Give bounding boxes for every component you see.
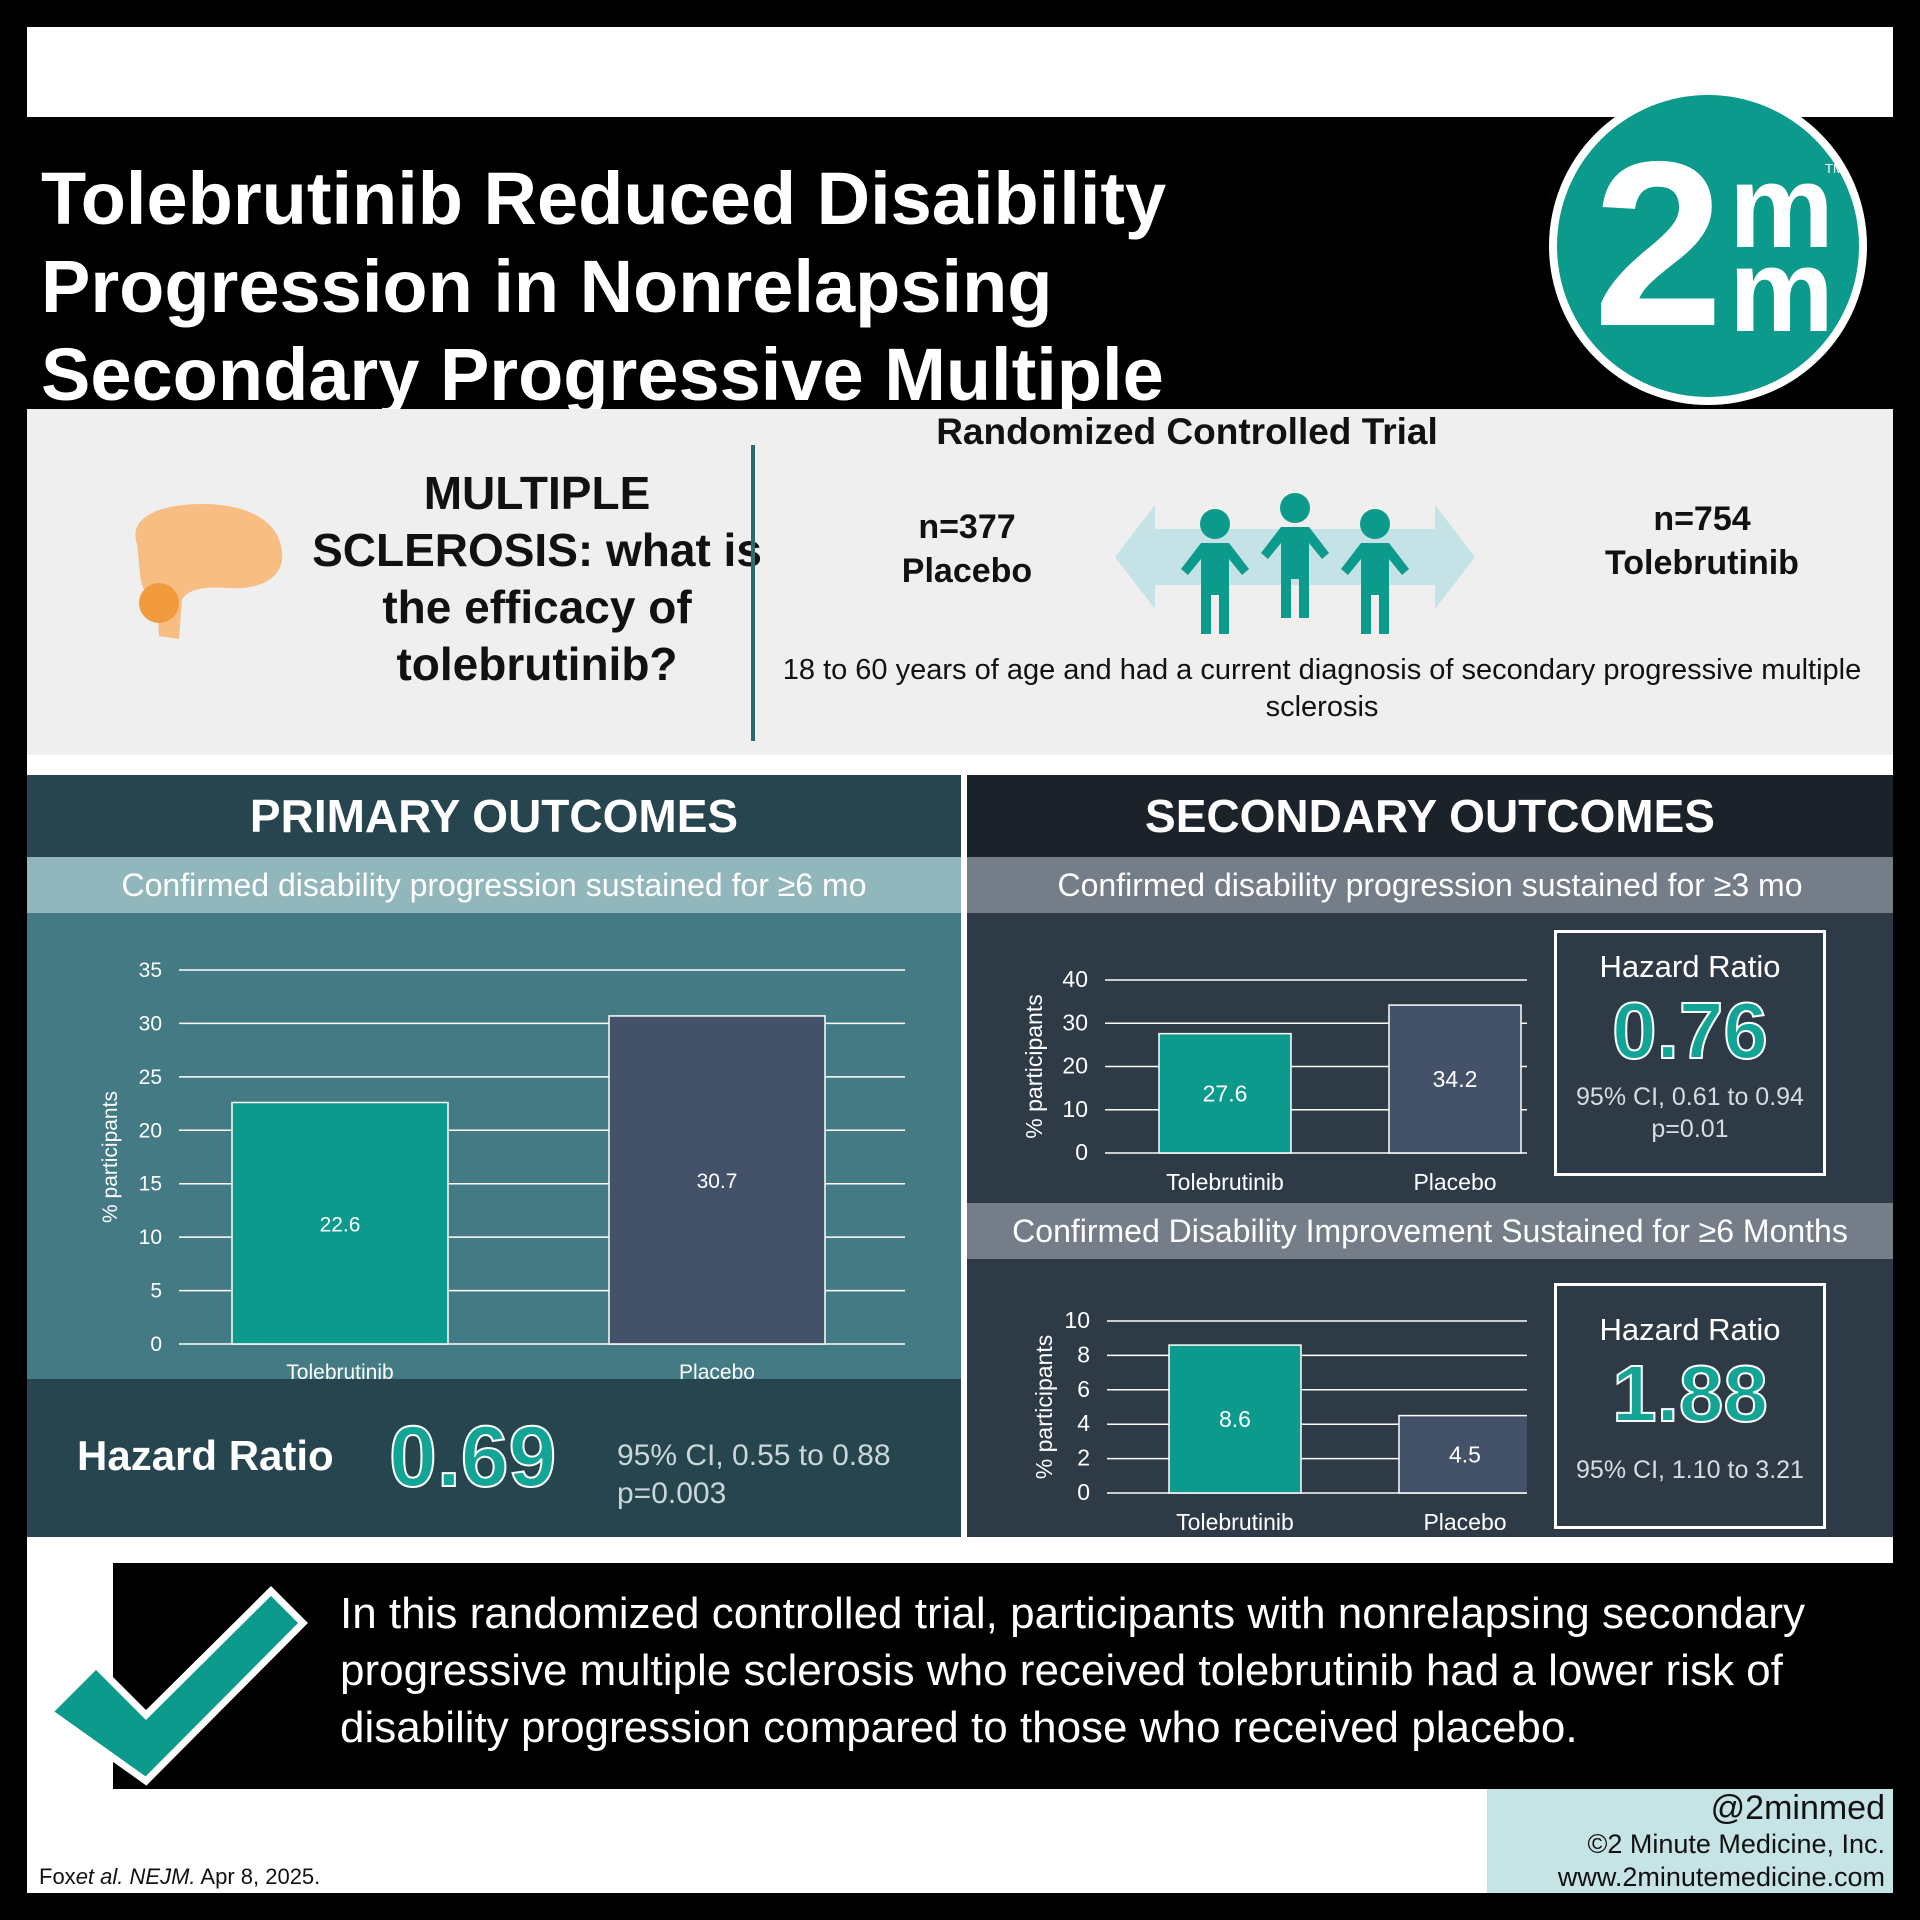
y-tick-label: 5 <box>150 1280 162 1303</box>
brain-icon <box>135 504 283 639</box>
copyright: ©2 Minute Medicine, Inc. <box>1587 1829 1885 1859</box>
x-tick-label: Placebo <box>1413 1169 1496 1195</box>
section-divider <box>751 445 755 741</box>
logo-trademark: TM <box>1825 161 1844 176</box>
research-question: MULTIPLE SCLEROSIS: what is the efficacy… <box>312 467 762 690</box>
logo-m-top: m <box>1729 141 1834 273</box>
secondary-heading: SECONDARY OUTCOMES <box>967 775 1893 857</box>
y-tick-label: 20 <box>1062 1053 1088 1079</box>
primary-heading: PRIMARY OUTCOMES <box>27 775 961 857</box>
tolebrutinib-arm: n=754 Tolebrutinib <box>1552 497 1852 585</box>
secondary-subheading-2: Confirmed Disability Improvement Sustain… <box>967 1203 1893 1259</box>
tolebrutinib-label: Tolebrutinib <box>1605 544 1799 582</box>
secondary-hr-box-2: Hazard Ratio 1.88 95% CI, 1.10 to 3.21 <box>1554 1283 1826 1529</box>
y-tick-label: 10 <box>139 1226 162 1249</box>
y-tick-label: 40 <box>1062 966 1088 992</box>
website-url: www.2minutemedicine.com <box>1557 1862 1885 1892</box>
x-tick-label: Tolebrutinib <box>1176 1509 1294 1535</box>
x-tick-label: Tolebrutinib <box>1166 1169 1284 1195</box>
trial-type: Randomized Controlled Trial <box>936 411 1438 452</box>
placebo-n: n=377 <box>918 508 1016 546</box>
secondary-hr1-p: p=0.01 <box>1651 1115 1729 1143</box>
bar-tolebrutinib <box>231 1101 449 1345</box>
secondary-hr1-value: 0.76 <box>1611 985 1769 1076</box>
conclusion-box <box>113 1563 1893 1789</box>
y-tick-label: 0 <box>1077 1479 1090 1505</box>
citation-etal: et al. <box>75 1864 124 1889</box>
y-tick-label: 25 <box>139 1066 162 1089</box>
citation-author: Fox <box>39 1864 76 1889</box>
study-section <box>27 409 1893 755</box>
logo-digit: 2 <box>1593 112 1724 375</box>
secondary-hr1-ci: 95% CI, 0.61 to 0.94 <box>1576 1083 1804 1111</box>
infographic: Tolebrutinib Reduced Disaibility Progres… <box>27 27 1893 1893</box>
primary-subheading: Confirmed disability progression sustain… <box>27 857 961 913</box>
y-tick-label: 0 <box>1075 1139 1088 1165</box>
data-label: 27.6 <box>1203 1080 1248 1106</box>
randomization-people-icon <box>1115 493 1475 634</box>
y-tick-label: 4 <box>1077 1410 1090 1436</box>
primary-bar-chart: 0 5 10 15 20 25 30 35 % participants 22.6 Tolebrut… <box>99 959 905 1379</box>
y-tick-label: 10 <box>1062 1096 1088 1122</box>
placebo-arm: n=377 Placebo <box>827 505 1107 593</box>
bar-placebo <box>608 1015 826 1345</box>
secondary-hr2-label: Hazard Ratio <box>1599 1312 1781 1347</box>
bar-tolebrutinib <box>1168 1344 1302 1494</box>
bar-tolebrutinib <box>1158 1032 1292 1154</box>
citation: Foxet al. NEJM. Apr 8, 2025. <box>39 1864 320 1890</box>
social-handle: @2minmed <box>1710 1789 1885 1827</box>
brand-logo: 2 m m TM <box>1549 87 1867 405</box>
data-label: 34.2 <box>1433 1066 1478 1092</box>
conclusion-text: In this randomized controlled trial, par… <box>340 1589 1805 1752</box>
y-axis-label: % participants <box>1031 1335 1057 1479</box>
citation-date: Apr 8, 2025. <box>200 1864 321 1889</box>
data-label: 22.6 <box>320 1213 361 1236</box>
primary-p: p=0.003 <box>617 1477 727 1510</box>
y-tick-label: 6 <box>1077 1376 1090 1402</box>
y-tick-label: 10 <box>1064 1307 1090 1333</box>
bar-placebo <box>1398 1414 1527 1494</box>
x-tick-label: Tolebrutinib <box>286 1361 393 1379</box>
y-tick-label: 2 <box>1077 1445 1090 1471</box>
data-label: 8.6 <box>1219 1406 1251 1432</box>
x-tick-label: Placebo <box>1423 1509 1506 1535</box>
placebo-label: Placebo <box>901 552 1033 590</box>
y-tick-label: 8 <box>1077 1341 1090 1367</box>
tolebrutinib-n: n=754 <box>1653 500 1751 538</box>
y-tick-label: 35 <box>139 959 162 982</box>
y-tick-label: 30 <box>139 1012 162 1035</box>
citation-journal: NEJM. <box>129 1864 196 1889</box>
primary-hr-box <box>27 1379 961 1537</box>
y-axis-label: % participants <box>1021 994 1047 1138</box>
y-tick-label: 30 <box>1062 1009 1088 1035</box>
secondary-hr1-label: Hazard Ratio <box>1599 949 1781 984</box>
checkmark-icon <box>43 1586 308 1786</box>
secondary-hr-box-1: Hazard Ratio 0.76 95% CI, 0.61 to 0.94 p… <box>1554 930 1826 1176</box>
secondary-hr2-ci: 95% CI, 1.10 to 3.21 <box>1576 1456 1804 1484</box>
x-tick-label: Placebo <box>679 1361 755 1379</box>
secondary-subheading-1: Confirmed disability progression sustain… <box>967 857 1893 913</box>
data-label: 30.7 <box>697 1170 738 1193</box>
logo-m-bottom: m <box>1729 225 1834 357</box>
primary-hr-label: Hazard Ratio <box>77 1432 334 1479</box>
inclusion-criteria: 18 to 60 years of age and had a current … <box>782 654 1862 723</box>
primary-ci: 95% CI, 0.55 to 0.88 <box>617 1439 891 1472</box>
y-tick-label: 0 <box>150 1333 162 1356</box>
data-label: 4.5 <box>1449 1441 1481 1467</box>
y-axis-label: % participants <box>99 1091 122 1223</box>
y-tick-label: 20 <box>139 1119 162 1142</box>
primary-hr-stats: 95% CI, 0.55 to 0.88 p=0.003 <box>617 1437 891 1513</box>
primary-hr-value: 0.69 <box>388 1408 557 1506</box>
secondary-bar-chart-2: 0 2 4 6 8 10 % participants 8.6 Tolebrutinib 4.5 P… <box>1031 1307 1527 1535</box>
footer-brand-box <box>1487 1789 1893 1893</box>
secondary-hr2-value: 1.88 <box>1611 1348 1769 1439</box>
y-tick-label: 15 <box>139 1173 162 1196</box>
secondary-bar-chart-1: 0 10 20 30 40 % participants 27.6 Tolebrutinib 3… <box>1021 966 1527 1195</box>
bar-placebo <box>1388 1004 1522 1154</box>
